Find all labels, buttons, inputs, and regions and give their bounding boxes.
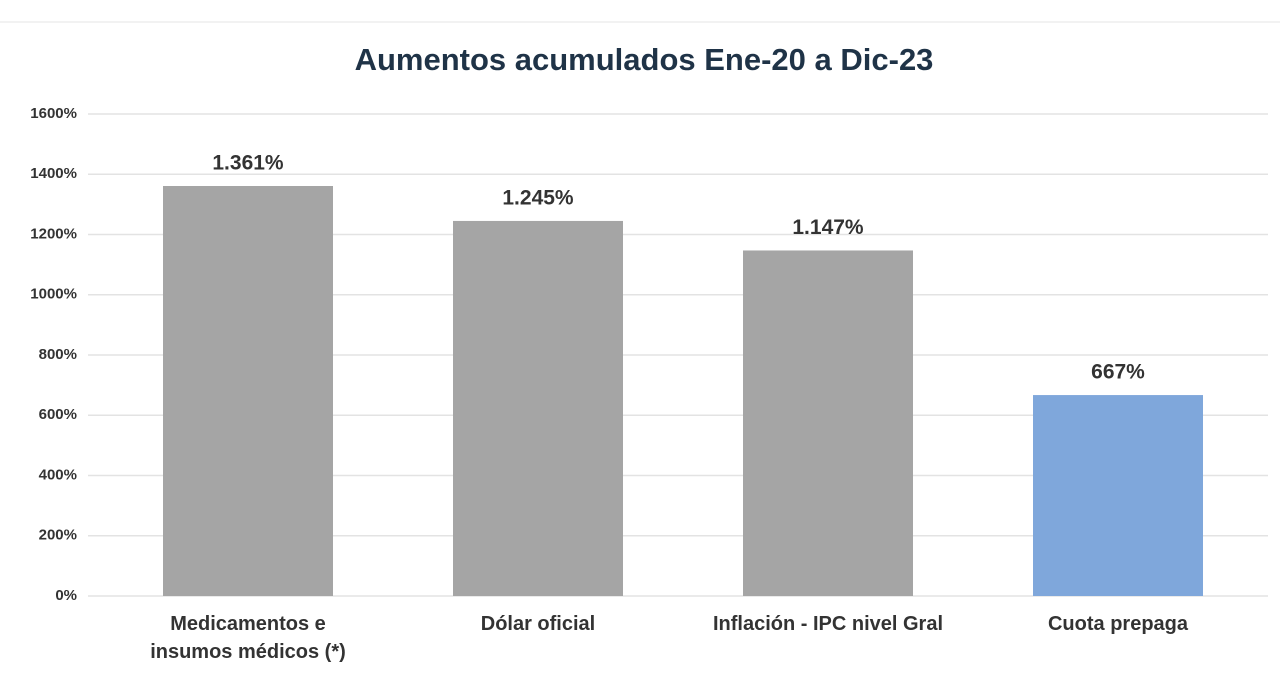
y-tick-label: 600% xyxy=(39,406,77,423)
x-tick-label: Inflación - IPC nivel Gral xyxy=(712,613,944,635)
y-tick-label: 1600% xyxy=(30,105,77,122)
x-tick-label: Dólar oficial xyxy=(480,613,596,635)
bar xyxy=(743,250,913,596)
value-label: 1.245% xyxy=(502,186,574,209)
y-tick-label: 0% xyxy=(55,587,77,604)
y-tick-label: 1400% xyxy=(30,165,77,182)
y-tick-label: 1000% xyxy=(30,286,77,303)
bar xyxy=(163,185,333,596)
bar xyxy=(1033,395,1203,596)
y-tick-label: 400% xyxy=(39,466,77,483)
chart-title: Aumentos acumulados Ene-20 a Dic-23 xyxy=(355,42,934,77)
y-tick-label: 1200% xyxy=(30,225,77,242)
x-tick-label: Medicamentos e insumos médicos (*) xyxy=(150,613,346,663)
value-label: 667% xyxy=(1091,361,1145,384)
value-label: 1.147% xyxy=(792,216,864,239)
x-tick-label: Cuota prepaga xyxy=(1047,613,1189,635)
bar xyxy=(453,220,623,596)
value-label: 1.361% xyxy=(212,152,284,175)
y-tick-label: 800% xyxy=(39,346,77,363)
y-tick-label: 200% xyxy=(39,527,77,544)
